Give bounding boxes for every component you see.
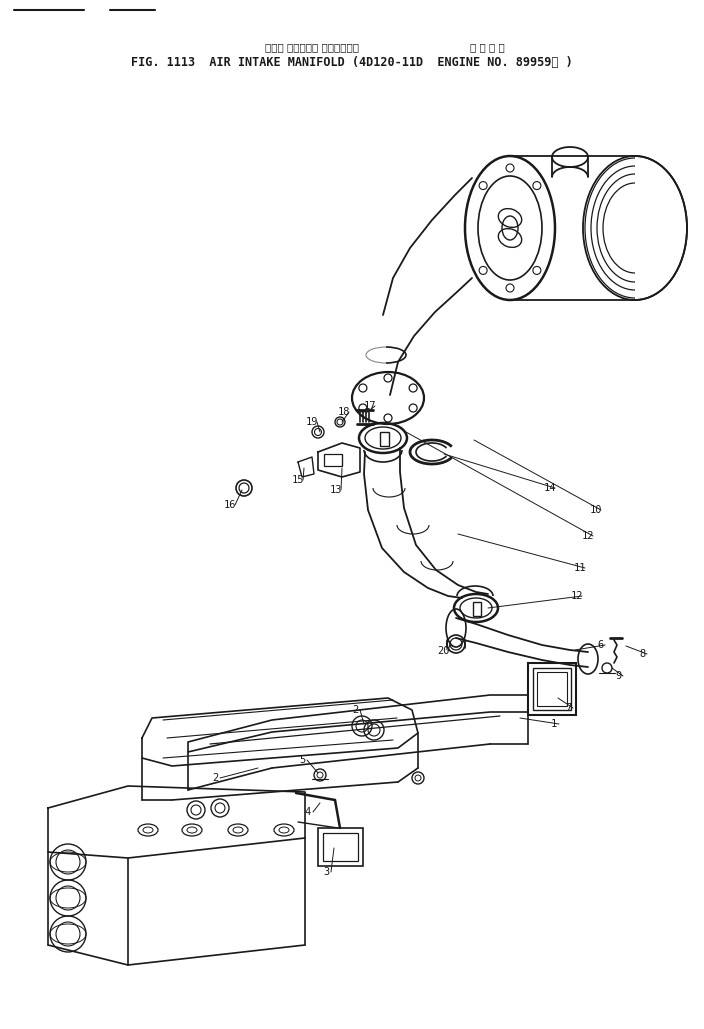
Text: 2: 2 [212,773,218,783]
Text: 9: 9 [615,671,621,681]
Text: FIG. 1113  AIR INTAKE MANIFOLD (4D120-11D  ENGINE NO. 89959－ ): FIG. 1113 AIR INTAKE MANIFOLD (4D120-11D… [131,57,573,70]
Text: エアー インテーク マニホールド: エアー インテーク マニホールド [265,42,359,52]
Text: 2: 2 [352,705,358,715]
Text: 10: 10 [590,505,602,514]
Text: 18: 18 [338,407,351,417]
Text: 19: 19 [306,417,318,427]
Text: 16: 16 [224,500,237,510]
Text: 5: 5 [299,755,305,765]
Text: 11: 11 [574,563,586,573]
Text: 6: 6 [597,640,603,650]
Bar [324,454,342,466]
Text: 20: 20 [436,646,449,657]
Bar [533,668,571,710]
Text: 3: 3 [323,867,329,877]
Text: 12: 12 [571,591,583,601]
Bar [380,432,389,446]
Text: 1: 1 [551,719,557,729]
Text: 15: 15 [291,475,304,485]
Text: 14: 14 [543,483,556,493]
Bar [537,672,567,706]
Bar [528,663,576,715]
Bar [318,828,363,866]
Text: 12: 12 [582,531,594,541]
Text: 17: 17 [364,401,376,411]
Text: 適 用 号 機: 適 用 号 機 [470,42,505,52]
Text: 4: 4 [305,807,311,817]
Text: 7: 7 [565,703,571,713]
Text: 13: 13 [329,485,342,495]
Bar [323,833,358,861]
Bar [473,602,481,616]
Text: 8: 8 [639,649,645,659]
